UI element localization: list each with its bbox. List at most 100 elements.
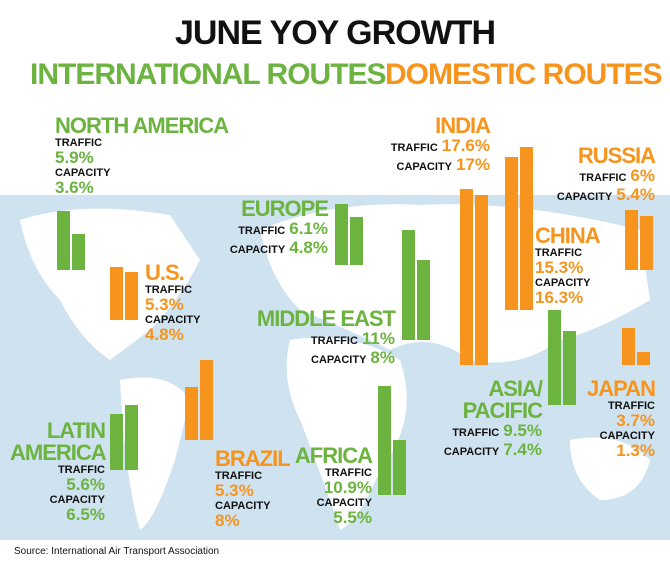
measure-label: CAPACITY <box>396 161 452 173</box>
region-name: U.S. <box>145 260 185 285</box>
measure-row: TRAFFIC 9.5% <box>420 422 542 441</box>
bar <box>563 331 576 405</box>
measure-label: TRAFFIC <box>452 427 500 439</box>
bar <box>335 204 348 265</box>
measure-value: 3.7% <box>616 411 655 430</box>
region-name: RUSSIA <box>577 143 656 168</box>
measure-row: CAPACITY 4.8% <box>195 239 328 258</box>
bar <box>460 189 473 365</box>
measure-value: 11% <box>361 329 395 348</box>
legend-international: INTERNATIONAL ROUTES <box>30 58 387 91</box>
measure-value: 5.5% <box>333 508 372 527</box>
measure-value: 5.3% <box>145 295 184 314</box>
bar <box>520 147 533 310</box>
measure-value: 4.8% <box>145 325 184 344</box>
region-name: BRAZIL <box>215 446 291 471</box>
bar <box>622 328 635 365</box>
region-label: MIDDLE EAST TRAFFIC 11% CAPACITY 8% <box>255 306 396 368</box>
measure-label: TRAFFIC <box>324 467 372 479</box>
region-name: NORTH AMERICA <box>55 113 229 138</box>
bar <box>72 234 85 270</box>
measure-row: CAPACITY 17% <box>365 156 490 175</box>
measure-value: 5.3% <box>215 481 254 500</box>
measure-value: 5.9% <box>55 148 94 167</box>
region-name: INDIA <box>435 113 491 138</box>
measure-row: TRAFFIC 11% <box>255 330 395 349</box>
bar <box>200 360 213 440</box>
region-name: EUROPE <box>241 196 329 221</box>
region-name: AFRICA <box>294 443 373 468</box>
region-label: AFRICA TRAFFIC 10.9% CAPACITY 5.5% <box>290 443 373 527</box>
measure-label: CAPACITY <box>215 500 271 512</box>
measure-label: TRAFFIC <box>535 247 583 259</box>
measure-value: 17% <box>455 155 490 174</box>
measure-value: 7.4% <box>503 440 542 459</box>
measure-label: TRAFFIC <box>238 225 286 237</box>
bar <box>57 211 70 270</box>
region-label: ASIA/ PACIFIC TRAFFIC 9.5% CAPACITY 7.4% <box>420 376 543 460</box>
bar <box>625 210 638 270</box>
measure-row: CAPACITY 5.4% <box>525 186 655 205</box>
legend-domestic: DOMESTIC ROUTES <box>385 58 663 91</box>
measure-label: CAPACITY <box>443 446 500 458</box>
region-label: LATIN AMERICA TRAFFIC 5.6% CAPACITY 6.5% <box>10 418 107 524</box>
measure-label: CAPACITY <box>55 167 111 179</box>
measure-label: TRAFFIC <box>55 137 103 149</box>
title: JUNE YOY GROWTH <box>174 14 496 52</box>
bar <box>350 217 363 265</box>
bar <box>110 414 123 470</box>
measure-value: 17.6% <box>441 136 490 155</box>
bar <box>475 195 488 365</box>
bar <box>185 387 198 440</box>
source: Source: International Air Transport Asso… <box>14 546 220 557</box>
region-label: CHINA TRAFFIC 15.3% CAPACITY 16.3% <box>535 225 635 307</box>
measure-row: CAPACITY 8% <box>255 349 395 368</box>
measure-label: TRAFFIC <box>57 464 105 476</box>
measure-label: TRAFFIC <box>390 142 438 154</box>
bar <box>125 272 138 320</box>
measure-row: TRAFFIC 6% <box>525 167 655 186</box>
measure-value: 6.5% <box>66 505 105 524</box>
region-name: CHINA <box>535 223 601 248</box>
measure-value: 6% <box>630 166 655 185</box>
region-name: ASIA/ PACIFIC <box>462 376 543 423</box>
region-name: LATIN AMERICA <box>10 418 107 465</box>
measure-label: TRAFFIC <box>215 470 263 482</box>
measure-label: CAPACITY <box>599 430 655 442</box>
bar <box>417 260 430 340</box>
measure-value: 16.3% <box>535 288 584 307</box>
measure-value: 15.3% <box>535 258 584 277</box>
measure-label: CAPACITY <box>311 354 367 366</box>
measure-row: TRAFFIC 6.1% <box>195 220 328 239</box>
measure-label: CAPACITY <box>229 244 286 256</box>
measure-row: CAPACITY 7.4% <box>420 441 542 460</box>
measure-value: 8% <box>215 511 240 530</box>
region-label: NORTH AMERICA TRAFFIC 5.9% CAPACITY 3.6% <box>55 115 235 197</box>
bar <box>637 352 650 365</box>
measure-row: TRAFFIC 17.6% <box>365 137 490 156</box>
bar <box>505 157 518 310</box>
region-label: U.S. TRAFFIC 5.3% CAPACITY 4.8% <box>145 262 245 344</box>
region-label: RUSSIA TRAFFIC 6% CAPACITY 5.4% <box>525 143 656 205</box>
measure-value: 10.9% <box>323 478 372 497</box>
measure-label: TRAFFIC <box>310 335 358 347</box>
measure-value: 5.6% <box>66 475 105 494</box>
measure-label: TRAFFIC <box>145 284 193 296</box>
measure-label: CAPACITY <box>316 497 372 509</box>
bar <box>110 267 123 320</box>
region-label: BRAZIL TRAFFIC 5.3% CAPACITY 8% <box>215 448 295 530</box>
measure-label: CAPACITY <box>49 494 105 506</box>
measure-value: 9.5% <box>503 421 542 440</box>
region-name: JAPAN <box>587 376 656 401</box>
region-name: MIDDLE EAST <box>256 306 396 331</box>
bar <box>402 230 415 340</box>
measure-value: 4.8% <box>289 238 328 257</box>
measure-value: 6.1% <box>289 219 328 238</box>
region-label: JAPAN TRAFFIC 3.7% CAPACITY 1.3% <box>570 376 656 460</box>
measure-label: CAPACITY <box>535 277 591 289</box>
measure-value: 1.3% <box>616 441 655 460</box>
bar <box>393 440 406 495</box>
measure-label: TRAFFIC <box>607 400 655 412</box>
measure-value: 3.6% <box>55 178 94 197</box>
